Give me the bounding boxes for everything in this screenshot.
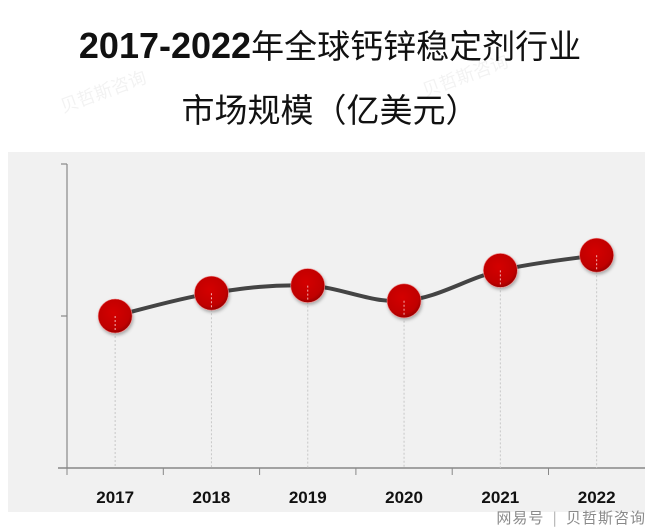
chart-title-text: 年全球钙锌稳定剂行业 — [251, 27, 582, 66]
x-label-2017: 2017 — [96, 488, 134, 507]
x-label-2022: 2022 — [578, 488, 616, 507]
source-footer: 网易号 | 贝哲斯咨询 — [496, 507, 646, 528]
data-markers — [97, 237, 614, 334]
marker-circle — [386, 283, 422, 319]
x-label-2019: 2019 — [289, 488, 327, 507]
line-chart: 2017 2018 2019 2020 2021 2022 — [58, 163, 645, 507]
x-label-2021: 2021 — [481, 488, 519, 507]
chart-title-line2: 市场规模（亿美元） — [181, 91, 479, 130]
data-point-2018 — [194, 275, 229, 311]
x-label-2018: 2018 — [193, 488, 231, 507]
chart-title-years: 2017-2022 — [78, 25, 252, 66]
chart-axes — [58, 163, 645, 475]
footer-separator: | — [552, 509, 559, 527]
footer-brand: 贝哲斯咨询 — [565, 509, 646, 527]
x-label-2020: 2020 — [385, 488, 423, 507]
data-point-2020 — [386, 283, 422, 319]
series-line — [113, 253, 599, 318]
data-point-2021 — [483, 253, 518, 288]
footer-source: 网易号 — [496, 509, 545, 527]
drop-lines — [114, 255, 598, 468]
data-point-2017 — [97, 298, 133, 334]
data-point-2022 — [579, 237, 614, 273]
chart-panel: 2017 2018 2019 2020 2021 2022 — [8, 152, 645, 512]
marker-circle — [483, 253, 518, 288]
chart-title-line1: 2017-2022年全球钙锌稳定剂行业 — [0, 20, 660, 68]
data-point-2019 — [290, 268, 326, 303]
x-axis-labels: 2017 2018 2019 2020 2021 2022 — [96, 488, 615, 507]
